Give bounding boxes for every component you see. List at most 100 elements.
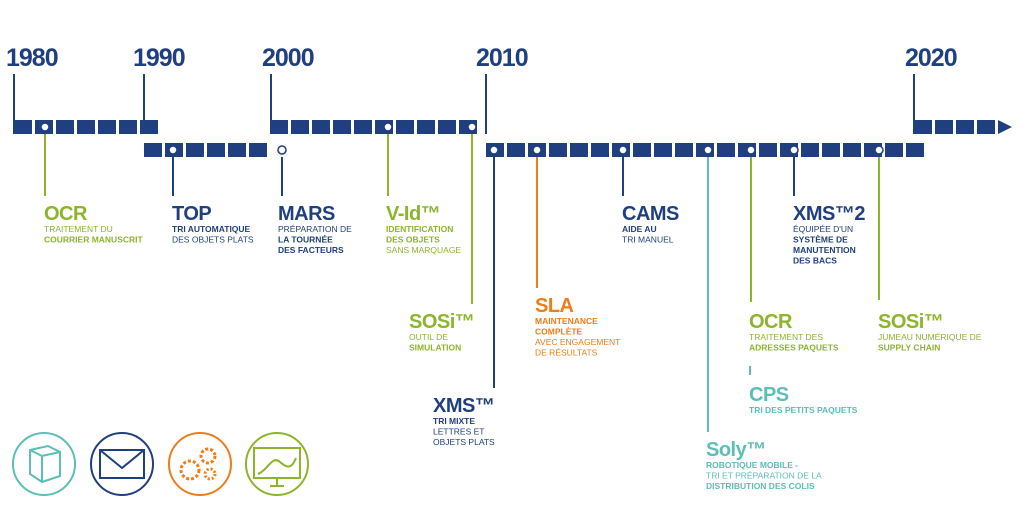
track-square xyxy=(717,143,735,157)
milestone-text: TRI MANUEL xyxy=(622,235,674,245)
track-square xyxy=(207,143,225,157)
milestone-dot xyxy=(618,145,628,155)
milestone-text: PRÉPARATION DE xyxy=(278,224,352,234)
track-square xyxy=(291,120,309,134)
milestone-dot xyxy=(746,145,756,155)
milestone-title: SOSi™ xyxy=(878,311,943,333)
track-square xyxy=(396,120,414,134)
milestone-text: MAINTENANCE xyxy=(535,316,598,326)
milestone-title: CPS xyxy=(749,384,789,406)
track-square xyxy=(633,143,651,157)
icon-box xyxy=(12,432,76,496)
milestone-title: TOP xyxy=(172,203,211,225)
track-square xyxy=(549,143,567,157)
icon-gears xyxy=(168,432,232,496)
milestone-text: ROBOTIQUE MOBILE - xyxy=(706,460,798,470)
track-square xyxy=(977,120,995,134)
track-square xyxy=(140,120,158,134)
milestone-title: CAMS xyxy=(622,203,679,225)
decade-label: 2000 xyxy=(262,44,314,72)
track-square xyxy=(312,120,330,134)
track-square xyxy=(570,143,588,157)
milestone-text: AIDE AU xyxy=(622,224,657,234)
track-arrow xyxy=(998,120,1012,134)
track-square xyxy=(333,120,351,134)
track-square xyxy=(417,120,435,134)
milestone-text: TRI ET PRÉPARATION DE LA xyxy=(706,471,822,481)
milestone-text: SANS MARQUAGE xyxy=(386,245,461,255)
track-square xyxy=(270,120,288,134)
milestone-title: SOSi™ xyxy=(409,311,474,333)
milestone-text: OBJETS PLATS xyxy=(433,437,495,447)
milestone-dot xyxy=(874,145,884,155)
track-square xyxy=(654,143,672,157)
track-square xyxy=(438,120,456,134)
milestone-dot xyxy=(383,122,393,132)
milestone-text: DES OBJETS xyxy=(386,235,440,245)
milestone-dot xyxy=(277,145,287,155)
milestone-text: DES BACS xyxy=(793,256,837,266)
milestone-text: LA TOURNÉE xyxy=(278,235,333,245)
milestone-title: OCR xyxy=(749,311,793,333)
track-square xyxy=(228,143,246,157)
track-square xyxy=(843,143,861,157)
milestone-title: MARS xyxy=(278,203,335,225)
icon-screen xyxy=(245,432,309,496)
track-square xyxy=(507,143,525,157)
decade-label: 2010 xyxy=(476,44,528,72)
milestone-text: DES FACTEURS xyxy=(278,245,344,255)
track-square xyxy=(956,120,974,134)
milestone-text: ÉQUIPÉE D'UN xyxy=(793,224,853,234)
track-square xyxy=(186,143,204,157)
track-square xyxy=(77,120,95,134)
decade-label: 2020 xyxy=(905,44,957,72)
track-square xyxy=(885,143,903,157)
milestone-text: TRI AUTOMATIQUE xyxy=(172,224,251,234)
milestone-text: AVEC ENGAGEMENT xyxy=(535,337,620,347)
milestone-dot xyxy=(703,145,713,155)
track-square xyxy=(675,143,693,157)
milestone-dot xyxy=(489,145,499,155)
track-square xyxy=(98,120,116,134)
milestone-text: JUMEAU NUMÉRIQUE DE xyxy=(878,332,982,342)
decade-label: 1990 xyxy=(133,44,185,72)
track-square xyxy=(119,120,137,134)
track-square xyxy=(759,143,777,157)
milestone-text: DISTRIBUTION DES COLIS xyxy=(706,481,815,491)
milestone-dot xyxy=(532,145,542,155)
milestone-text: SIMULATION xyxy=(409,343,461,353)
milestone-text: DE RÉSULTATS xyxy=(535,348,598,358)
milestone-text: TRI MIXTE xyxy=(433,416,475,426)
milestone-title: Soly™ xyxy=(706,439,766,461)
milestone-text: TRAITEMENT DES xyxy=(749,332,823,342)
milestone-text: COMPLÈTE xyxy=(535,327,583,337)
milestone-text: TRI DES PETITS PAQUETS xyxy=(749,405,858,415)
track-square xyxy=(801,143,819,157)
track-square xyxy=(591,143,609,157)
milestone-dot xyxy=(789,145,799,155)
milestone-text: COURRIER MANUSCRIT xyxy=(44,235,144,245)
milestone-text: LETTRES ET xyxy=(433,427,484,437)
milestone-title: XMS™2 xyxy=(793,203,865,225)
milestone-title: OCR xyxy=(44,203,88,225)
track-square xyxy=(249,143,267,157)
track-square xyxy=(935,120,953,134)
milestone-text: OUTIL DE xyxy=(409,332,448,342)
milestone-text: SUPPLY CHAIN xyxy=(878,343,940,353)
track-square xyxy=(354,120,372,134)
track-square xyxy=(906,143,924,157)
track-square xyxy=(14,120,32,134)
milestone-dot xyxy=(467,122,477,132)
milestone-text: TRAITEMENT DU xyxy=(44,224,113,234)
